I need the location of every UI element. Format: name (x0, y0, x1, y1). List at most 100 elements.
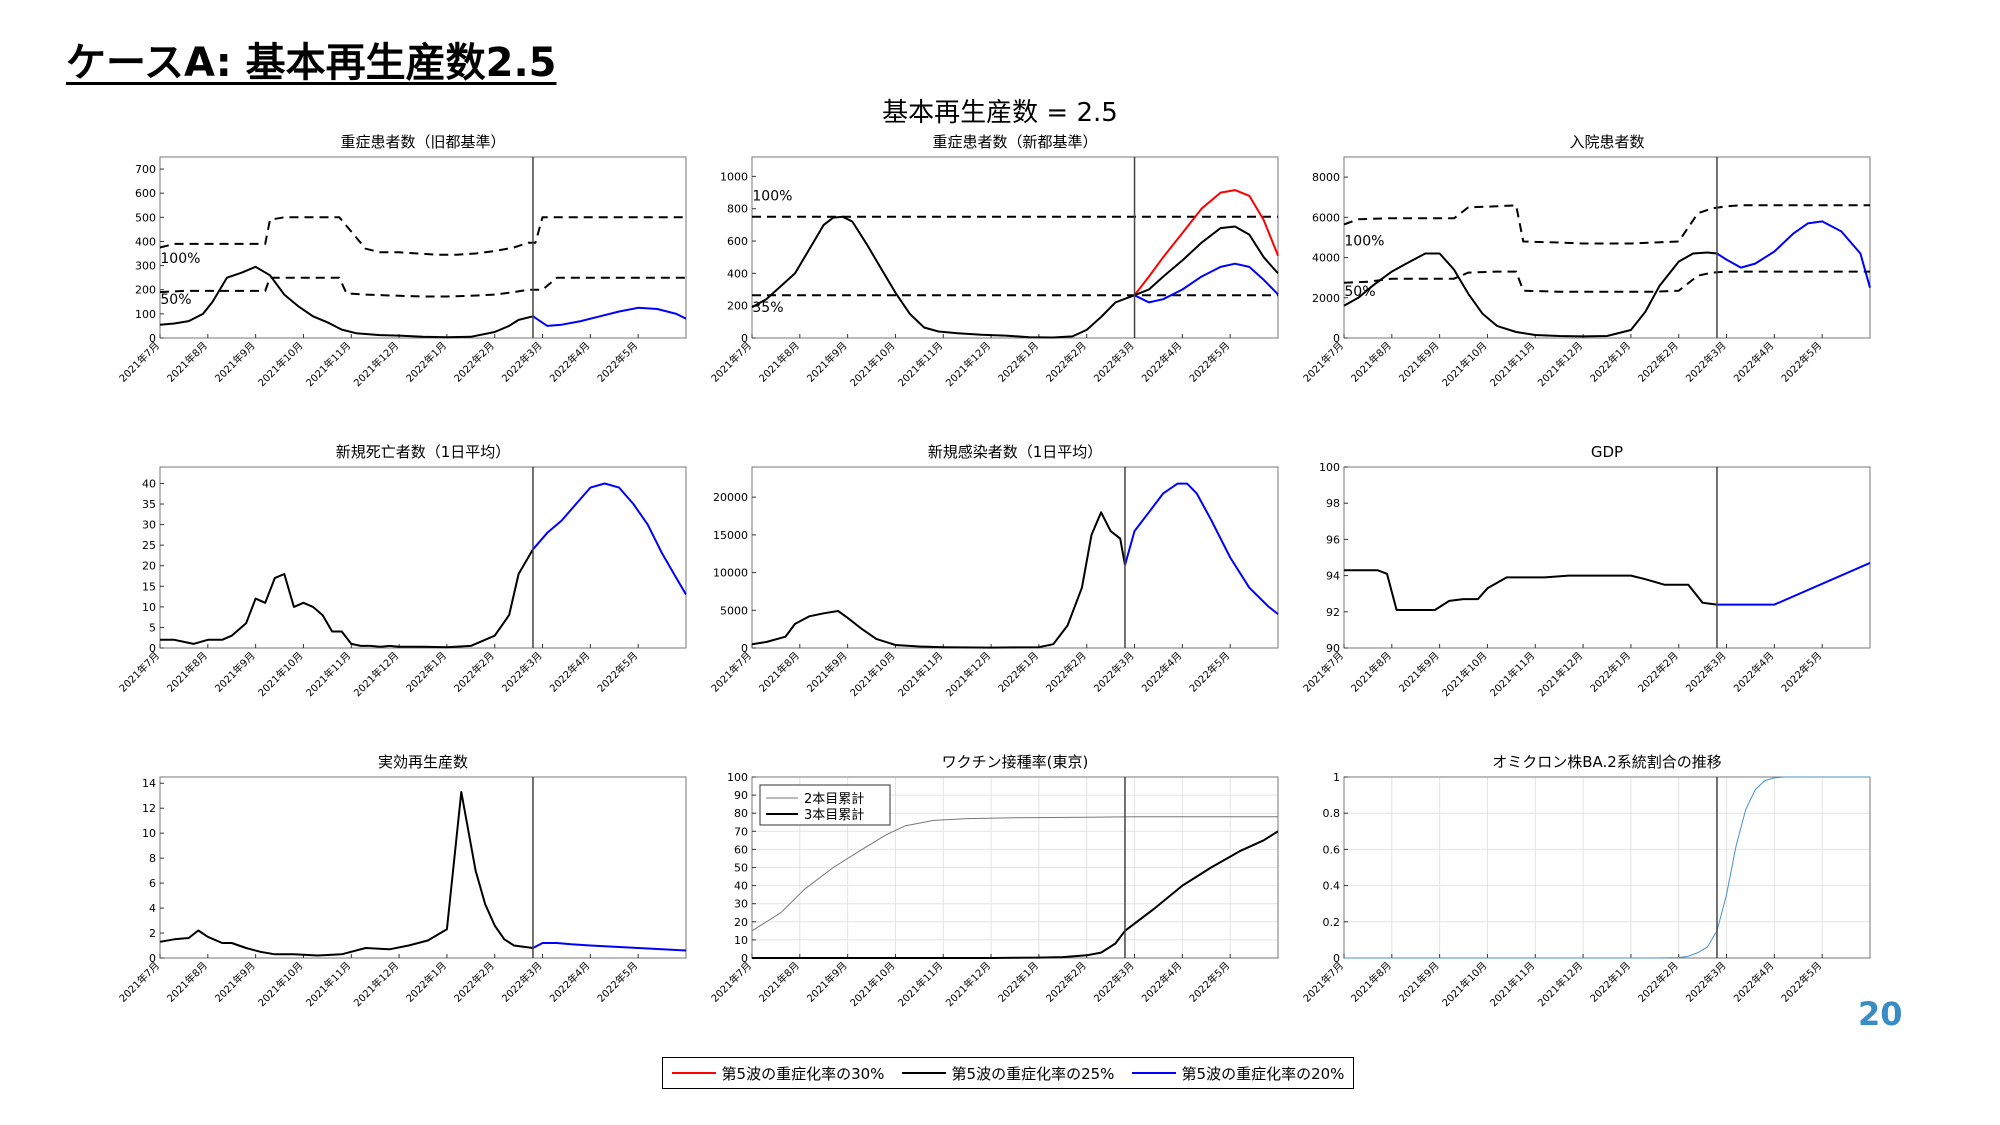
severe-new-xtick-label-1: 2021年8月 (756, 339, 802, 385)
hospitalized-ytick-label-0: 0 (1333, 332, 1340, 345)
gdp-ytick-label-0: 90 (1326, 642, 1340, 655)
severe-old-xtick-label-5: 2021年12月 (351, 339, 401, 389)
vaccine-xtick-label-0: 2021年7月 (708, 959, 754, 1005)
infections-ytick-label-1: 5000 (720, 604, 748, 617)
deaths-ytick-label-4: 20 (142, 560, 156, 573)
infections-ytick-label-4: 20000 (713, 491, 748, 504)
infections-xtick-label-0: 2021年7月 (708, 649, 754, 695)
rt-ytick-label-1: 2 (149, 927, 156, 940)
vaccine-xtick-label-2: 2021年9月 (804, 959, 850, 1005)
vaccine-ytick-label-1: 10 (734, 934, 748, 947)
deaths-xtick-label-7: 2022年2月 (451, 649, 497, 695)
ba2-xtick-label-0: 2021年7月 (1300, 959, 1346, 1005)
infections-xtick-label-1: 2021年8月 (756, 649, 802, 695)
vaccine-xtick-label-4: 2021年11月 (895, 959, 945, 1009)
gdp-xtick-label-7: 2022年2月 (1635, 649, 1681, 695)
infections-xtick-label-4: 2021年11月 (895, 649, 945, 699)
severe-old-series-0 (159, 216, 686, 256)
ba2-xtick-label-10: 2022年5月 (1778, 959, 1824, 1005)
gdp-ytick-label-4: 98 (1326, 497, 1340, 510)
rt-title: 実効再生産数 (378, 753, 468, 771)
severe-old-xtick-label-8: 2022年3月 (499, 339, 545, 385)
severe-old-xtick-label-4: 2021年11月 (303, 339, 353, 389)
hospitalized-series-2 (1343, 251, 1718, 338)
deaths-xtick-label-9: 2022年4月 (547, 649, 593, 695)
hospitalized-ytick-label-2: 4000 (1312, 252, 1340, 265)
severe-new-xtick-label-5: 2021年12月 (943, 339, 993, 389)
severe-old-ytick-label-2: 200 (135, 284, 156, 297)
vaccine-ytick-label-10: 100 (727, 771, 748, 784)
severe-old-annotation-0: 100% (160, 251, 200, 267)
ba2-ytick-label-2: 0.4 (1323, 880, 1341, 893)
ba2-xtick-label-2: 2021年9月 (1396, 959, 1442, 1005)
ba2-ytick-label-4: 0.8 (1323, 807, 1341, 820)
severe-new-ytick-label-5: 1000 (720, 170, 748, 183)
vaccine-title: ワクチン接種率(東京) (942, 753, 1089, 771)
severe-old-series-3 (532, 306, 687, 327)
gdp-ytick-label-5: 100 (1319, 461, 1340, 474)
deaths-xtick-label-6: 2022年1月 (403, 649, 449, 695)
hospitalized-ytick-label-1: 2000 (1312, 292, 1340, 305)
rt-ytick-label-6: 12 (142, 802, 156, 815)
severe-old-xtick-label-3: 2021年10月 (255, 339, 305, 389)
hospitalized-ytick-label-4: 8000 (1312, 171, 1340, 184)
hospitalized-xtick-label-6: 2022年1月 (1587, 339, 1633, 385)
severe-old-xtick-label-1: 2021年8月 (164, 339, 210, 385)
deaths-xtick-label-1: 2021年8月 (164, 649, 210, 695)
gdp-series-1 (1717, 561, 1871, 606)
deaths-series-1 (532, 482, 687, 596)
rt-xtick-label-3: 2021年10月 (255, 959, 305, 1009)
severe-new-ytick-label-1: 200 (727, 300, 748, 313)
hospitalized-xtick-label-0: 2021年7月 (1300, 339, 1346, 385)
rt-ytick-label-3: 6 (149, 877, 156, 890)
severe-new-xtick-label-0: 2021年7月 (708, 339, 754, 385)
gdp-title: GDP (1591, 443, 1623, 461)
chart-deaths: 新規死亡者数（1日平均） 0 5 10 15 20 25 30 35 40 2021年7月 2021年… (116, 435, 690, 740)
deaths-ytick-label-5: 25 (142, 539, 156, 552)
vaccine-legend-box (759, 784, 891, 826)
severe-new-series-3 (1133, 189, 1279, 296)
rt-xtick-label-0: 2021年7月 (116, 959, 162, 1005)
gdp-xtick-label-6: 2022年1月 (1587, 649, 1633, 695)
gdp-xtick-label-9: 2022年4月 (1731, 649, 1777, 695)
severe-old-series-2 (159, 265, 534, 339)
hospitalized-xtick-label-3: 2021年10月 (1439, 339, 1489, 389)
legend-item-25: 第5波の重症化率の25% (901, 1063, 1114, 1084)
deaths-ytick-label-1: 5 (149, 621, 156, 634)
ba2-xtick-label-7: 2022年2月 (1635, 959, 1681, 1005)
deaths-series-0 (160, 548, 534, 649)
vaccine-ytick-label-5: 50 (734, 862, 748, 875)
gdp-xtick-label-0: 2021年7月 (1300, 649, 1346, 695)
gdp-xtick-label-4: 2021年11月 (1487, 649, 1537, 699)
severe-old-xtick-label-0: 2021年7月 (116, 339, 162, 385)
chart-rt: 実効再生産数 0 2 4 6 8 10 12 14 2021年7月 2021年8月 2021年9月 20… (116, 745, 690, 1050)
hospitalized-xtick-label-10: 2022年5月 (1778, 339, 1824, 385)
vaccine-ytick-label-2: 20 (734, 916, 748, 929)
severe-new-xtick-label-2: 2021年9月 (804, 339, 850, 385)
severe-new-ytick-label-4: 800 (727, 203, 748, 216)
hospitalized-annotation-0: 100% (1344, 233, 1384, 249)
deaths-ytick-label-6: 30 (142, 519, 156, 532)
infections-xtick-label-9: 2022年4月 (1139, 649, 1185, 695)
ba2-xtick-label-8: 2022年3月 (1683, 959, 1729, 1005)
vaccine-series-1 (752, 830, 1279, 959)
vaccine-xtick-label-1: 2021年8月 (756, 959, 802, 1005)
deaths-ytick-label-2: 10 (142, 601, 156, 614)
hospitalized-annotation-1: 50% (1344, 284, 1375, 300)
hospitalized-series-0 (1343, 204, 1870, 245)
infections-ytick-label-3: 15000 (713, 529, 748, 542)
severe-new-ytick-label-2: 400 (727, 267, 748, 280)
infections-xtick-label-2: 2021年9月 (804, 649, 850, 695)
page-number: 20 (1858, 995, 1903, 1033)
vaccine-legend-label-0: 2本目累計 (804, 791, 864, 807)
deaths-ytick-label-7: 35 (142, 498, 156, 511)
ba2-xtick-label-5: 2021年12月 (1535, 959, 1585, 1009)
severe-old-ytick-label-0: 0 (149, 332, 156, 345)
vaccine-xtick-label-9: 2022年4月 (1139, 959, 1185, 1005)
ba2-ytick-label-3: 0.6 (1323, 843, 1341, 856)
rt-xtick-label-6: 2022年1月 (403, 959, 449, 1005)
